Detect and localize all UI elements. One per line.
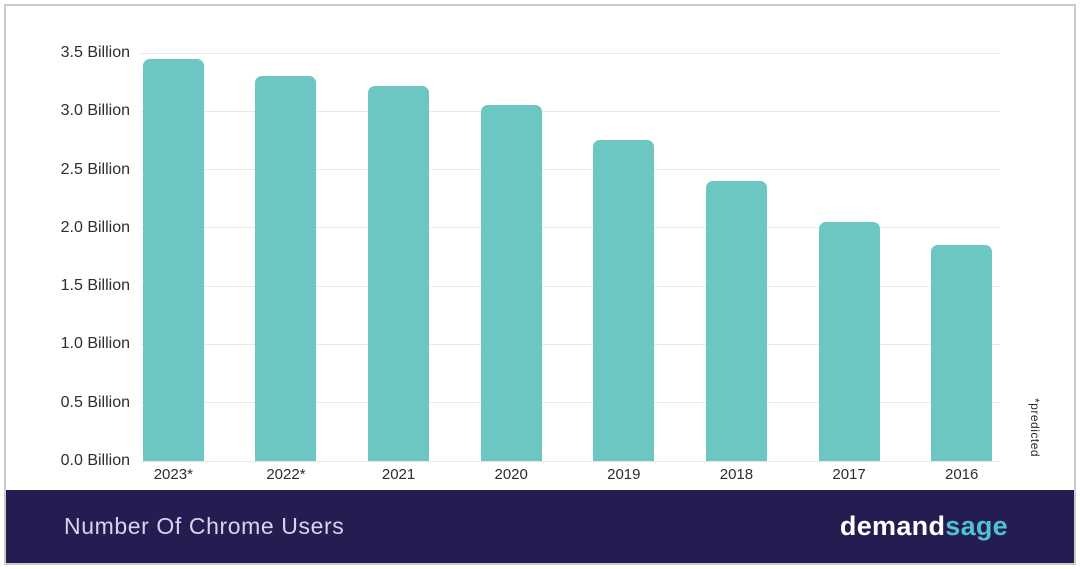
chart-title: Number Of Chrome Users (64, 513, 345, 539)
x-tick-label: 2018 (719, 466, 754, 483)
gridline (140, 169, 1000, 171)
y-tick-label: 3.0 Billion (60, 102, 130, 120)
x-tick-label: 2017 (832, 466, 866, 483)
bar-2023 (142, 58, 204, 461)
footer-bar: Number Of Chrome Users demandsage (6, 490, 1074, 563)
x-tick-label: 2023* (153, 466, 193, 483)
y-tick-label: 2.5 Billion (60, 160, 130, 178)
y-tick-label: 1.0 Billion (60, 335, 130, 353)
x-tick-label: 2019 (607, 466, 641, 483)
logo-sage-text: sage (945, 511, 1008, 541)
bar-2018 (705, 181, 767, 461)
y-tick-label: 0.5 Billion (60, 393, 130, 411)
gridline (140, 227, 1000, 229)
y-tick-label: 0.0 Billion (60, 452, 130, 469)
y-tick-label: 2.0 Billion (60, 218, 130, 236)
y-tick-label: 1.5 Billion (60, 277, 130, 295)
gridline (140, 402, 1000, 404)
bar-2019 (593, 140, 655, 461)
gridline (140, 460, 1000, 462)
bar-2021 (368, 85, 430, 461)
x-tick-label: 2016 (945, 466, 979, 483)
predicted-annotation: *predicted (1028, 398, 1042, 458)
logo-demand-text: demand (839, 511, 946, 541)
gridline (140, 110, 1000, 112)
x-tick-label: 2021 (381, 466, 416, 483)
bar-2022 (255, 76, 317, 461)
gridline (140, 285, 1000, 287)
demandsage-logo: demandsage (840, 511, 1008, 542)
gridline (140, 52, 1000, 54)
x-tick-label: 2020 (494, 466, 528, 483)
bar-2016 (931, 245, 993, 461)
gridline (140, 343, 1000, 345)
x-tick-label: 2022* (266, 466, 306, 483)
bar-2017 (818, 222, 880, 461)
y-tick-label: 3.5 Billion (60, 44, 130, 61)
bar-2020 (480, 105, 542, 461)
